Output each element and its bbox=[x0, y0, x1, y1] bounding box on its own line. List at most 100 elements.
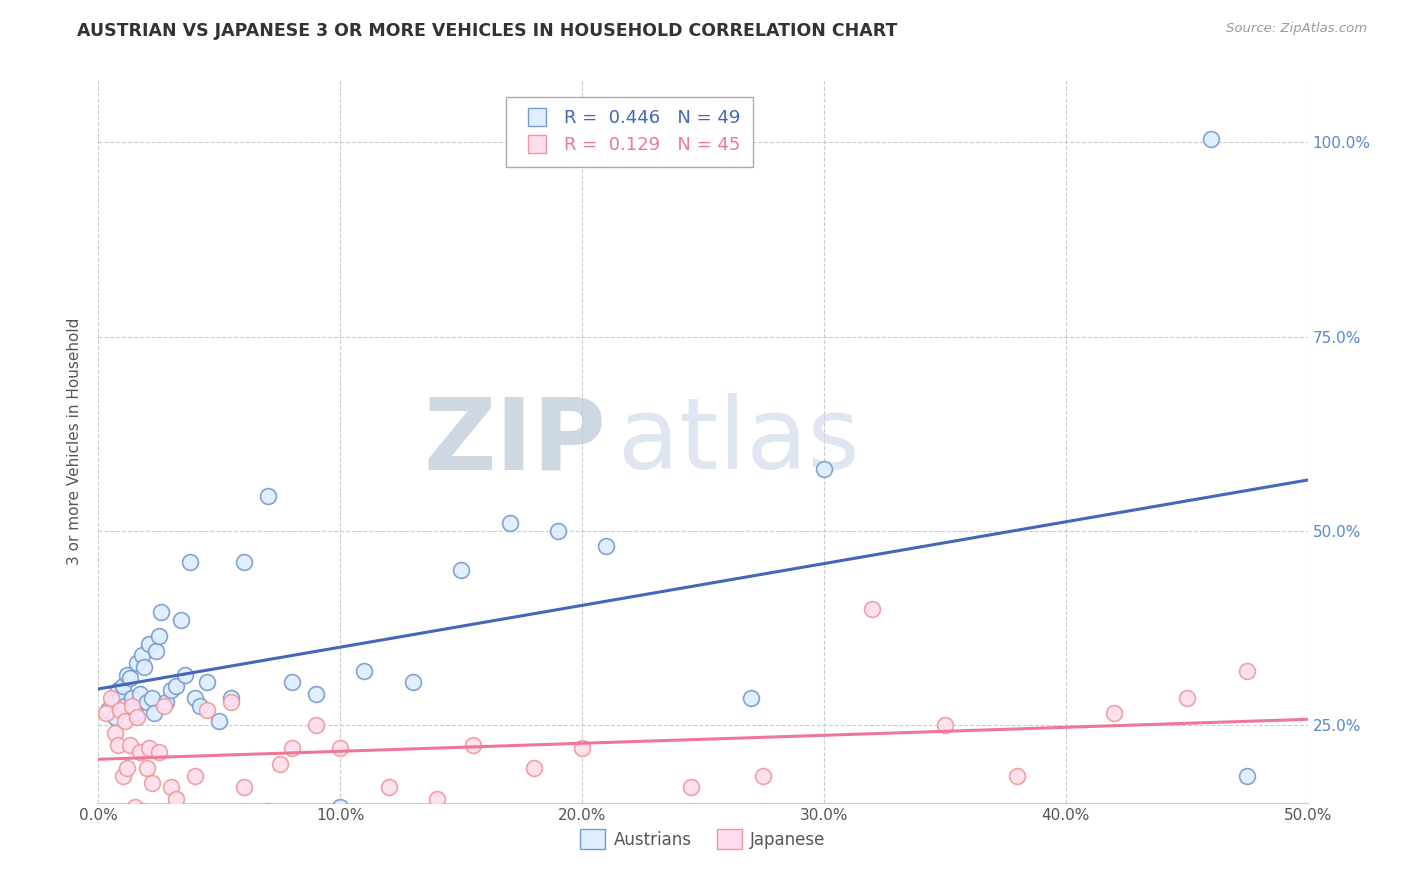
Text: Source: ZipAtlas.com: Source: ZipAtlas.com bbox=[1226, 22, 1367, 36]
Point bbox=[547, 524, 569, 538]
Point bbox=[107, 738, 129, 752]
Point bbox=[118, 672, 141, 686]
Point bbox=[124, 799, 146, 814]
Point bbox=[498, 516, 520, 530]
Point bbox=[305, 687, 328, 701]
Point bbox=[208, 714, 231, 729]
Point bbox=[169, 613, 191, 627]
Legend: Austrians, Japanese: Austrians, Japanese bbox=[574, 822, 832, 856]
Point bbox=[97, 702, 120, 716]
Point bbox=[121, 698, 143, 713]
Point bbox=[329, 741, 352, 756]
Point bbox=[148, 745, 170, 759]
Point bbox=[179, 555, 201, 569]
Point bbox=[141, 776, 163, 790]
Point bbox=[160, 780, 183, 795]
Point bbox=[1102, 706, 1125, 721]
Point bbox=[114, 714, 136, 729]
Point bbox=[353, 819, 375, 833]
Point bbox=[377, 780, 399, 795]
Point bbox=[353, 664, 375, 678]
Point bbox=[100, 690, 122, 705]
Point bbox=[934, 718, 956, 732]
Point bbox=[1236, 769, 1258, 783]
Point bbox=[111, 769, 134, 783]
Point bbox=[184, 690, 207, 705]
Point bbox=[145, 644, 167, 658]
Point bbox=[165, 679, 187, 693]
Point bbox=[595, 540, 617, 554]
Text: atlas: atlas bbox=[619, 393, 860, 490]
Point bbox=[305, 718, 328, 732]
Point bbox=[184, 769, 207, 783]
Point bbox=[463, 738, 485, 752]
Point bbox=[402, 675, 425, 690]
Point bbox=[104, 710, 127, 724]
Point bbox=[195, 702, 218, 716]
Point bbox=[111, 679, 134, 693]
Point bbox=[152, 698, 174, 713]
Point bbox=[94, 706, 117, 721]
Point bbox=[329, 799, 352, 814]
Point bbox=[124, 706, 146, 721]
Point bbox=[135, 695, 157, 709]
Point bbox=[679, 780, 702, 795]
Point bbox=[141, 690, 163, 705]
Y-axis label: 3 or more Vehicles in Household: 3 or more Vehicles in Household bbox=[67, 318, 83, 566]
Point bbox=[108, 690, 131, 705]
Point bbox=[269, 756, 291, 771]
Point bbox=[107, 683, 129, 698]
Point bbox=[281, 741, 304, 756]
Point bbox=[740, 690, 762, 705]
Point bbox=[1236, 664, 1258, 678]
Point bbox=[619, 819, 641, 833]
Point bbox=[117, 667, 139, 681]
Point bbox=[101, 695, 124, 709]
Point bbox=[281, 675, 304, 690]
Point bbox=[188, 698, 211, 713]
Point bbox=[150, 606, 173, 620]
Point bbox=[128, 687, 150, 701]
Point bbox=[256, 804, 278, 818]
Point bbox=[232, 780, 254, 795]
Point bbox=[523, 761, 546, 775]
Text: AUSTRIAN VS JAPANESE 3 OR MORE VEHICLES IN HOUSEHOLD CORRELATION CHART: AUSTRIAN VS JAPANESE 3 OR MORE VEHICLES … bbox=[77, 22, 897, 40]
Point bbox=[813, 461, 835, 475]
Point bbox=[221, 695, 243, 709]
Point bbox=[117, 761, 139, 775]
Point bbox=[148, 629, 170, 643]
Point bbox=[138, 741, 160, 756]
Point bbox=[131, 648, 153, 663]
Point bbox=[426, 792, 449, 806]
Point bbox=[131, 804, 153, 818]
Point bbox=[160, 683, 183, 698]
Point bbox=[174, 667, 197, 681]
Point bbox=[108, 702, 131, 716]
Point bbox=[256, 489, 278, 503]
Point bbox=[165, 792, 187, 806]
Point bbox=[135, 761, 157, 775]
Point bbox=[752, 769, 775, 783]
Point bbox=[221, 690, 243, 705]
Point bbox=[121, 690, 143, 705]
Point bbox=[232, 555, 254, 569]
Point bbox=[143, 706, 166, 721]
Point bbox=[860, 601, 883, 615]
Point bbox=[195, 675, 218, 690]
Point bbox=[155, 695, 177, 709]
Text: ZIP: ZIP bbox=[423, 393, 606, 490]
Point bbox=[1175, 690, 1198, 705]
Point bbox=[450, 563, 472, 577]
Point bbox=[134, 660, 156, 674]
Point bbox=[128, 745, 150, 759]
Point bbox=[1199, 131, 1222, 145]
Point bbox=[127, 656, 149, 670]
Point bbox=[1007, 769, 1029, 783]
Point bbox=[118, 738, 141, 752]
Point bbox=[104, 726, 127, 740]
Point bbox=[114, 698, 136, 713]
Point bbox=[138, 636, 160, 650]
Point bbox=[127, 710, 149, 724]
Point bbox=[571, 741, 593, 756]
Point bbox=[668, 838, 690, 853]
